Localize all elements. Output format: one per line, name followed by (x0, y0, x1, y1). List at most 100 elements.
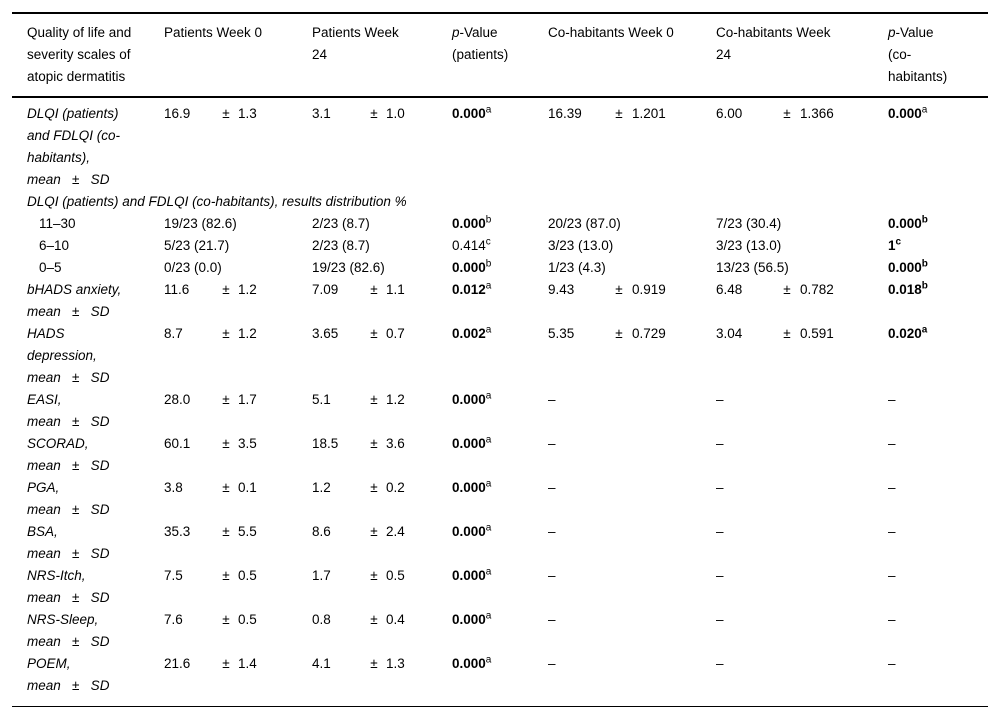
mean-sd-group: 7.5 ±0.5 (164, 565, 257, 587)
sd-value: 1.366 (800, 106, 834, 121)
row-label: PGA, mean ± SD (27, 480, 110, 517)
row-label: 0–5 (39, 260, 62, 275)
sd-value: 3.6 (386, 436, 405, 451)
table-header: Quality of life and severity scales of a… (12, 13, 988, 98)
p-value-cell: 0.000a (452, 521, 548, 565)
mean-value: 8.6 (312, 524, 331, 539)
significance-superscript: c (485, 236, 491, 248)
p-value: 0.000 (452, 612, 486, 627)
plus-minus-sign: ± (222, 568, 230, 583)
column-header-sublabel: (co- habitants) (888, 47, 948, 84)
data-cell: 3/23 (13.0) (716, 238, 782, 253)
significance-superscript: a (485, 390, 492, 402)
mean-sd-group: 3.65 ±0.7 (312, 323, 405, 345)
sd-value: 1.4 (238, 656, 257, 671)
p-value: 0.414 (452, 238, 486, 253)
mean-value: 18.5 (312, 436, 339, 451)
p-value-word: -Value (895, 25, 934, 40)
mean-sd-cell: 60.1 ±3.5 (164, 433, 312, 477)
plus-minus-sign: ± (222, 524, 230, 539)
plus-minus-sign: ± (370, 392, 378, 407)
p-value-cell: 0.002a (452, 323, 548, 389)
data-cell: – (716, 656, 724, 671)
significance-superscript: b (921, 280, 928, 292)
sd-value: 0.919 (632, 282, 666, 297)
data-cell: – (716, 480, 724, 495)
mean-sd-group: 16.9 ±1.3 (164, 103, 257, 125)
p-value-cell: 0.000b (888, 257, 988, 279)
p-value: 0.000 (452, 480, 486, 495)
mean-sd-group: 0.8 ±0.4 (312, 609, 405, 631)
data-cell: 19/23 (82.6) (312, 260, 385, 275)
italic-p: p (888, 25, 896, 40)
sd-value: 1.2 (386, 392, 405, 407)
significance-superscript: c (895, 236, 902, 248)
column-header-cohabitants-week24: Co-habitants Week 24 (716, 13, 888, 98)
p-value: 0.000 (452, 656, 486, 671)
mean-sd-group: 5.1 ±1.2 (312, 389, 405, 411)
sd-value: 5.5 (238, 524, 257, 539)
data-cell: – (888, 436, 896, 451)
row-label: bHADS anxiety, mean ± SD (27, 282, 122, 319)
mean-sd-group: 3.1 ±1.0 (312, 103, 405, 125)
p-value: 0.018 (888, 282, 922, 297)
plus-minus-sign: ± (370, 282, 378, 297)
p-value-cell: 0.414c (452, 235, 548, 257)
mean-value: 11.6 (164, 282, 190, 297)
mean-sd-cell: 6.00 ±1.366 (716, 97, 888, 191)
mean-sd-cell: 7.6 ±0.5 (164, 609, 312, 653)
mean-sd-cell: 7.5 ±0.5 (164, 565, 312, 609)
column-header-patients-week24: Patients Week 24 (312, 13, 452, 98)
mean-sd-cell: 28.0 ±1.7 (164, 389, 312, 433)
mean-value: 6.48 (716, 282, 743, 297)
mean-sd-cell: 1.7 ±0.5 (312, 565, 452, 609)
data-cell: 5/23 (21.7) (164, 238, 230, 253)
mean-sd-cell: 5.35 ±0.729 (548, 323, 716, 389)
table-row: 11–30 19/23 (82.6) 2/23 (8.7) 0.000b 20/23 (… (12, 213, 988, 235)
sd-value: 0.7 (386, 326, 405, 341)
plus-minus-sign: ± (370, 326, 378, 341)
table-row: NRS-Itch, mean ± SD 7.5 ±0.5 1.7 ±0.5 0.000a –… (12, 565, 988, 609)
significance-superscript: b (921, 214, 928, 226)
mean-value: 60.1 (164, 436, 191, 451)
column-header-scales: Quality of life and severity scales of a… (12, 13, 164, 98)
p-value-cell: 0.020a (888, 323, 988, 389)
table-row: bHADS anxiety, mean ± SD 11.6 ±1.2 7.09 ±1.1… (12, 279, 988, 323)
mean-value: 8.7 (164, 326, 183, 341)
mean-sd-cell: 1.2 ±0.2 (312, 477, 452, 521)
p-value-cell: 0.000b (452, 257, 548, 279)
plus-minus-sign: ± (222, 326, 230, 341)
mean-value: 9.43 (548, 282, 575, 297)
plus-minus-sign: ± (615, 326, 623, 341)
p-value-word: -Value (459, 25, 498, 40)
column-header-pvalue-patients: p-Value (patients) (452, 13, 548, 98)
sd-value: 0.2 (386, 480, 405, 495)
column-header-label: p-Value (452, 22, 544, 44)
mean-sd-group: 11.6 ±1.2 (164, 279, 257, 301)
data-cell: – (888, 524, 896, 539)
data-cell: – (716, 568, 724, 583)
p-value: 0.000 (888, 216, 922, 231)
p-value-cell: 0.000a (452, 477, 548, 521)
mean-sd-cell: 7.09 ±1.1 (312, 279, 452, 323)
plus-minus-sign: ± (370, 656, 378, 671)
mean-sd-group: 6.48 ±0.782 (716, 279, 834, 301)
mean-value: 5.1 (312, 392, 331, 407)
mean-value: 3.04 (716, 326, 743, 341)
row-label: EASI, mean ± SD (27, 392, 110, 429)
mean-value: 3.8 (164, 480, 183, 495)
mean-sd-group: 35.3 ±5.5 (164, 521, 257, 543)
mean-value: 3.1 (312, 106, 331, 121)
mean-sd-group: 8.7 ±1.2 (164, 323, 257, 345)
mean-value: 35.3 (164, 524, 191, 539)
mean-value: 7.6 (164, 612, 183, 627)
mean-sd-cell: 6.48 ±0.782 (716, 279, 888, 323)
mean-value: 7.09 (312, 282, 339, 297)
plus-minus-sign: ± (783, 326, 791, 341)
header-row: Quality of life and severity scales of a… (12, 13, 988, 98)
section-span-label: DLQI (patients) and FDLQI (co-habitants)… (27, 194, 407, 209)
data-cell: 2/23 (8.7) (312, 216, 370, 231)
mean-sd-cell: 21.6 ±1.4 (164, 653, 312, 707)
plus-minus-sign: ± (615, 282, 623, 297)
significance-superscript: a (485, 104, 492, 116)
